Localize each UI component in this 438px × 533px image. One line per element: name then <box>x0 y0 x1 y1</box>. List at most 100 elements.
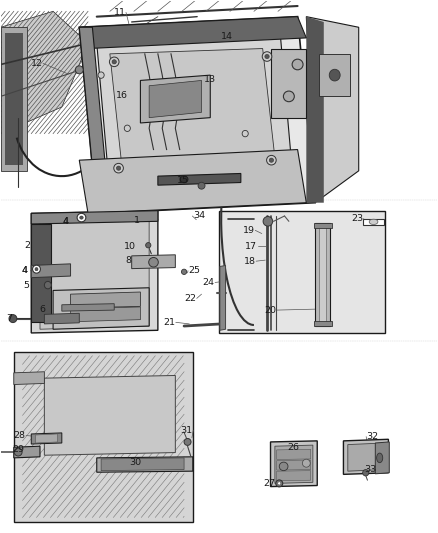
Ellipse shape <box>146 243 151 248</box>
Ellipse shape <box>80 216 83 219</box>
Text: 4: 4 <box>62 217 68 227</box>
Polygon shape <box>277 449 311 459</box>
Text: 10: 10 <box>124 242 136 251</box>
Polygon shape <box>314 321 332 326</box>
Polygon shape <box>110 49 276 176</box>
Polygon shape <box>5 33 22 165</box>
Ellipse shape <box>35 268 38 271</box>
Polygon shape <box>277 460 311 470</box>
Polygon shape <box>71 292 141 308</box>
Polygon shape <box>53 288 149 329</box>
Polygon shape <box>62 304 114 311</box>
Ellipse shape <box>117 166 121 170</box>
Polygon shape <box>348 443 384 471</box>
Ellipse shape <box>180 176 188 183</box>
Text: 27: 27 <box>264 479 276 488</box>
Ellipse shape <box>262 52 272 61</box>
Polygon shape <box>44 313 79 324</box>
Text: 4: 4 <box>21 266 27 275</box>
Polygon shape <box>306 17 324 203</box>
Text: 13: 13 <box>204 75 216 84</box>
Text: 30: 30 <box>129 458 141 466</box>
Polygon shape <box>14 446 40 458</box>
Polygon shape <box>319 54 350 96</box>
Polygon shape <box>319 225 326 324</box>
Polygon shape <box>314 223 332 228</box>
Polygon shape <box>1 27 27 171</box>
Polygon shape <box>132 255 175 269</box>
Polygon shape <box>97 33 293 192</box>
Ellipse shape <box>269 158 274 163</box>
Text: 29: 29 <box>12 446 24 455</box>
Polygon shape <box>31 211 158 224</box>
Ellipse shape <box>149 257 158 267</box>
Text: 32: 32 <box>367 432 379 441</box>
Polygon shape <box>1 11 88 134</box>
Text: 33: 33 <box>364 465 376 474</box>
Text: 23: 23 <box>351 214 363 223</box>
Ellipse shape <box>181 269 187 274</box>
Polygon shape <box>22 356 184 518</box>
Text: 7: 7 <box>7 314 12 323</box>
Ellipse shape <box>279 462 288 471</box>
Polygon shape <box>315 223 330 326</box>
Ellipse shape <box>44 281 51 289</box>
Polygon shape <box>14 372 44 384</box>
Ellipse shape <box>32 265 40 273</box>
Polygon shape <box>220 265 226 330</box>
Polygon shape <box>141 75 210 123</box>
Ellipse shape <box>9 314 17 322</box>
Ellipse shape <box>77 213 86 222</box>
Polygon shape <box>271 441 317 487</box>
Polygon shape <box>306 17 359 203</box>
Text: 6: 6 <box>39 304 46 313</box>
Polygon shape <box>35 434 57 443</box>
Ellipse shape <box>369 219 378 224</box>
Polygon shape <box>31 211 158 333</box>
Ellipse shape <box>14 448 22 456</box>
Ellipse shape <box>198 182 205 189</box>
Text: 15: 15 <box>177 176 189 185</box>
Ellipse shape <box>98 72 104 78</box>
Polygon shape <box>101 458 184 471</box>
Polygon shape <box>44 375 175 455</box>
Ellipse shape <box>377 453 383 463</box>
Ellipse shape <box>114 164 124 173</box>
Ellipse shape <box>110 57 119 67</box>
Text: 17: 17 <box>245 242 257 251</box>
Polygon shape <box>31 433 62 444</box>
Text: 12: 12 <box>31 59 42 68</box>
Ellipse shape <box>283 91 294 102</box>
Text: 26: 26 <box>287 443 299 452</box>
Text: 11: 11 <box>113 8 125 17</box>
Text: 4: 4 <box>62 217 68 227</box>
Ellipse shape <box>265 54 269 59</box>
Polygon shape <box>79 150 306 213</box>
Polygon shape <box>40 214 149 329</box>
Ellipse shape <box>242 131 248 137</box>
Ellipse shape <box>292 59 303 70</box>
Ellipse shape <box>278 482 281 485</box>
Ellipse shape <box>363 470 369 476</box>
Polygon shape <box>343 439 389 474</box>
Polygon shape <box>31 264 71 278</box>
Polygon shape <box>272 49 306 118</box>
Polygon shape <box>149 80 201 118</box>
Text: 28: 28 <box>14 431 25 440</box>
Polygon shape <box>275 445 313 483</box>
Text: 21: 21 <box>163 318 175 327</box>
Polygon shape <box>97 457 193 472</box>
Text: 19: 19 <box>243 226 254 235</box>
Ellipse shape <box>302 459 310 467</box>
Polygon shape <box>14 352 193 522</box>
Text: 16: 16 <box>116 91 128 100</box>
Polygon shape <box>79 17 306 49</box>
Text: 24: 24 <box>202 278 215 287</box>
Text: 14: 14 <box>221 33 233 42</box>
Polygon shape <box>363 219 384 225</box>
Ellipse shape <box>112 60 117 64</box>
Polygon shape <box>277 471 311 481</box>
Text: 31: 31 <box>180 426 193 435</box>
Text: 18: 18 <box>244 257 255 265</box>
Polygon shape <box>79 27 110 213</box>
